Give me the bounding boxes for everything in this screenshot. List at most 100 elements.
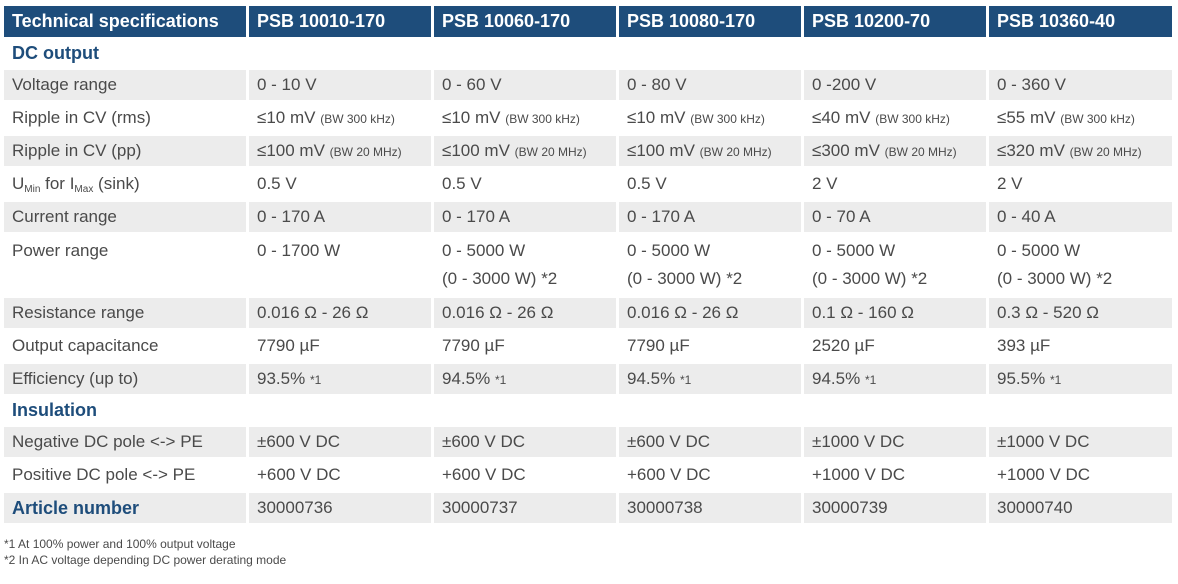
value-text: ≤320 mV [997,141,1065,160]
table-header: Technical specifications PSB 10010-170 P… [4,6,1174,40]
row-value: ≤55 mV (BW 300 kHz) [989,103,1172,133]
row-value: 0 - 360 V [989,70,1172,100]
table-row: Current range 0 - 170 A 0 - 170 A 0 - 17… [4,202,1174,235]
bandwidth-note: (BW 300 kHz) [320,112,395,126]
row-value: 0 - 1700 W [249,235,431,295]
section-dc-output: DC output [4,40,1174,70]
value-text: ≤10 mV [257,108,316,127]
section-title: Insulation [4,397,246,424]
value-text: ≤100 mV [257,141,325,160]
value-text: ≤10 mV [442,108,501,127]
row-label: Current range [4,202,246,232]
row-value: 393 µF [989,331,1172,361]
row-label: Efficiency (up to) [4,364,246,394]
row-value: 0.5 V [249,169,431,199]
row-label: Resistance range [4,298,246,328]
footnotes: *1 At 100% power and 100% output voltage… [4,536,286,568]
table-row-article: Article number 30000736 30000737 3000073… [4,493,1174,526]
row-value: 0 - 5000 W (0 - 3000 W) *2 [804,235,986,295]
row-value: +1000 V DC [804,460,986,490]
bandwidth-note: (BW 300 kHz) [875,112,950,126]
row-value: 0.3 Ω - 520 Ω [989,298,1172,328]
row-value: 0.016 Ω - 26 Ω [619,298,801,328]
row-label: Article number [4,493,246,523]
row-value: ≤100 mV (BW 20 MHz) [619,136,801,166]
row-value: ≤10 mV (BW 300 kHz) [434,103,616,133]
row-value: 0.016 Ω - 26 Ω [249,298,431,328]
row-value: 0 - 5000 W (0 - 3000 W) *2 [989,235,1172,295]
footnote-ref: *1 [679,373,692,387]
row-value: +600 V DC [619,460,801,490]
row-value: ≤10 mV (BW 300 kHz) [619,103,801,133]
header-model: PSB 10360-40 [989,6,1172,37]
value-text: ≤10 mV [627,108,686,127]
article-number: 30000736 [249,493,431,523]
footnote: *1 At 100% power and 100% output voltage [4,537,236,551]
row-value: 93.5% *1 [249,364,431,394]
row-value: 0.1 Ω - 160 Ω [804,298,986,328]
footnote: *2 In AC voltage depending DC power dera… [4,553,287,567]
article-number: 30000737 [434,493,616,523]
row-value: 0.5 V [619,169,801,199]
row-value: ±600 V DC [249,427,431,457]
row-value: ±1000 V DC [804,427,986,457]
row-value: ≤100 mV (BW 20 MHz) [249,136,431,166]
row-value: 95.5% *1 [989,364,1172,394]
footnote-ref: *1 [309,373,322,387]
row-value: 0 - 60 V [434,70,616,100]
table-row: Output capacitance 7790 µF 7790 µF 7790 … [4,331,1174,364]
row-value: 0 - 170 A [619,202,801,232]
header-label: Technical specifications [4,6,246,37]
row-value: ≤100 mV (BW 20 MHz) [434,136,616,166]
row-value: 0 - 10 V [249,70,431,100]
row-label: Ripple in CV (pp) [4,136,246,166]
bandwidth-note: (BW 20 MHz) [699,145,772,159]
bandwidth-note: (BW 20 MHz) [884,145,957,159]
row-value: 7790 µF [619,331,801,361]
value-text: ≤300 mV [812,141,880,160]
row-label: Power range [4,235,246,295]
table-row: Power range 0 - 1700 W 0 - 5000 W (0 - 30… [4,235,1174,298]
table-row: Negative DC pole <-> PE ±600 V DC ±600 V… [4,427,1174,460]
row-label: Output capacitance [4,331,246,361]
bandwidth-note: (BW 300 kHz) [690,112,765,126]
bandwidth-note: (BW 20 MHz) [329,145,402,159]
row-value: ±600 V DC [434,427,616,457]
value-text: ≤100 mV [627,141,695,160]
article-number: 30000740 [989,493,1172,523]
row-label: UMin for IMax (sink) [4,169,246,199]
row-value: +600 V DC [249,460,431,490]
row-value: 0 - 80 V [619,70,801,100]
row-value: 2 V [989,169,1172,199]
table-row: Efficiency (up to) 93.5% *1 94.5% *1 94.… [4,364,1174,397]
footnote-ref: *1 [864,373,877,387]
table-row: Voltage range 0 - 10 V 0 - 60 V 0 - 80 V… [4,70,1174,103]
header-model: PSB 10060-170 [434,6,616,37]
row-value: ≤320 mV (BW 20 MHz) [989,136,1172,166]
row-value: ≤10 mV (BW 300 kHz) [249,103,431,133]
header-model: PSB 10010-170 [249,6,431,37]
value-text: ≤40 mV [812,108,871,127]
row-value: 0.5 V [434,169,616,199]
row-value: +1000 V DC [989,460,1172,490]
article-number: 30000739 [804,493,986,523]
section-insulation: Insulation [4,397,1174,427]
row-value: 94.5% *1 [619,364,801,394]
bandwidth-note: (BW 20 MHz) [514,145,587,159]
row-value: 2520 µF [804,331,986,361]
row-value: 0 - 70 A [804,202,986,232]
bandwidth-note: (BW 20 MHz) [1069,145,1142,159]
row-label: Negative DC pole <-> PE [4,427,246,457]
row-value: 94.5% *1 [434,364,616,394]
table-row: UMin for IMax (sink) 0.5 V 0.5 V 0.5 V 2… [4,169,1174,202]
header-model: PSB 10200-70 [804,6,986,37]
row-value: 94.5% *1 [804,364,986,394]
row-value: ≤300 mV (BW 20 MHz) [804,136,986,166]
row-value: 0 -200 V [804,70,986,100]
value-text: ≤100 mV [442,141,510,160]
row-label: Positive DC pole <-> PE [4,460,246,490]
row-value: ≤40 mV (BW 300 kHz) [804,103,986,133]
table-row: Positive DC pole <-> PE +600 V DC +600 V… [4,460,1174,493]
row-value: 7790 µF [434,331,616,361]
article-number: 30000738 [619,493,801,523]
